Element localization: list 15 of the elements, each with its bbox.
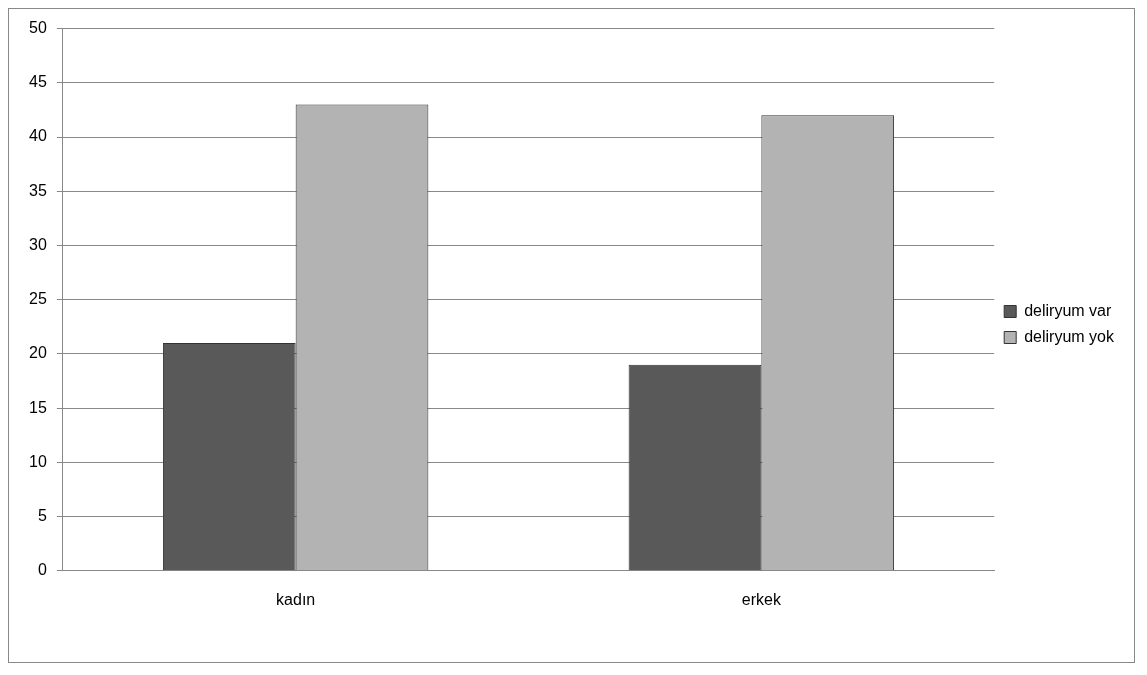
y-tick-label: 45	[29, 73, 47, 91]
y-tick-label: 50	[29, 19, 47, 37]
x-tick-label: kadın	[276, 590, 316, 608]
y-tick-label: 15	[29, 398, 47, 416]
y-tick-label: 35	[29, 181, 47, 199]
y-tick-label: 40	[29, 127, 47, 145]
legend-label: deliryum var	[1024, 301, 1112, 319]
y-tick-label: 10	[29, 452, 47, 470]
x-tick-label: erkek	[741, 590, 782, 608]
y-tick-label: 30	[29, 235, 47, 253]
y-tick-label: 5	[37, 506, 47, 524]
y-tick-label: 25	[29, 290, 47, 308]
y-tick-label: 0	[37, 561, 47, 579]
legend-label: deliryum yok	[1024, 327, 1115, 345]
y-tick-label: 20	[29, 344, 47, 362]
